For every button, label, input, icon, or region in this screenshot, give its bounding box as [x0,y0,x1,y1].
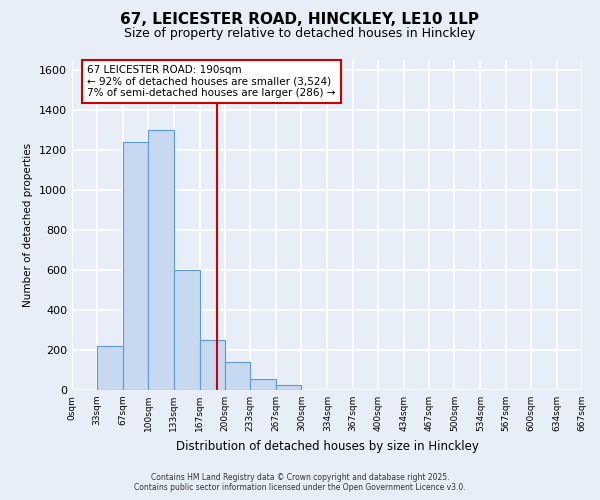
Bar [173,270,200,390]
Bar [200,340,225,390]
Y-axis label: Number of detached properties: Number of detached properties [23,143,34,307]
Bar [250,379,276,390]
Text: 67 LEICESTER ROAD: 190sqm
← 92% of detached houses are smaller (3,524)
7% of sem: 67 LEICESTER ROAD: 190sqm ← 92% of detac… [88,65,336,98]
Text: Size of property relative to detached houses in Hinckley: Size of property relative to detached ho… [124,28,476,40]
Bar [97,346,123,390]
Text: Contains HM Land Registry data © Crown copyright and database right 2025.
Contai: Contains HM Land Registry data © Crown c… [134,473,466,492]
Text: 67, LEICESTER ROAD, HINCKLEY, LE10 1LP: 67, LEICESTER ROAD, HINCKLEY, LE10 1LP [121,12,479,28]
Bar [225,362,250,390]
X-axis label: Distribution of detached houses by size in Hinckley: Distribution of detached houses by size … [176,440,478,452]
Bar [276,385,301,390]
Bar [148,130,173,390]
Bar [123,142,148,390]
